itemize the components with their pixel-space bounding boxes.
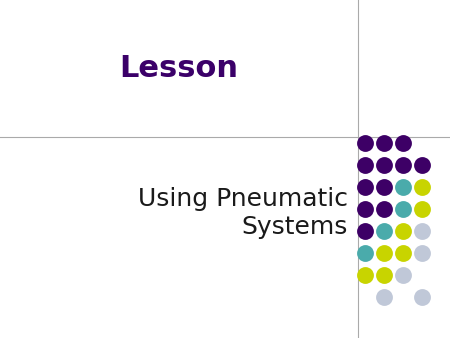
Point	[380, 250, 387, 256]
Point	[361, 162, 369, 168]
Point	[361, 206, 369, 212]
Point	[380, 272, 387, 278]
Point	[361, 250, 369, 256]
Text: Using Pneumatic
Systems: Using Pneumatic Systems	[138, 187, 348, 239]
Point	[380, 206, 387, 212]
Point	[400, 250, 407, 256]
Point	[380, 228, 387, 234]
Point	[400, 272, 407, 278]
Text: Lesson: Lesson	[119, 54, 238, 83]
Point	[418, 184, 426, 190]
Point	[418, 250, 426, 256]
Point	[418, 294, 426, 300]
Point	[400, 228, 407, 234]
Point	[361, 140, 369, 146]
Point	[380, 184, 387, 190]
Point	[400, 184, 407, 190]
Point	[418, 206, 426, 212]
Point	[418, 228, 426, 234]
Point	[361, 184, 369, 190]
Point	[418, 162, 426, 168]
Point	[380, 162, 387, 168]
Point	[361, 272, 369, 278]
Point	[400, 162, 407, 168]
Point	[361, 228, 369, 234]
Point	[400, 140, 407, 146]
Point	[380, 294, 387, 300]
Point	[380, 140, 387, 146]
Point	[400, 206, 407, 212]
